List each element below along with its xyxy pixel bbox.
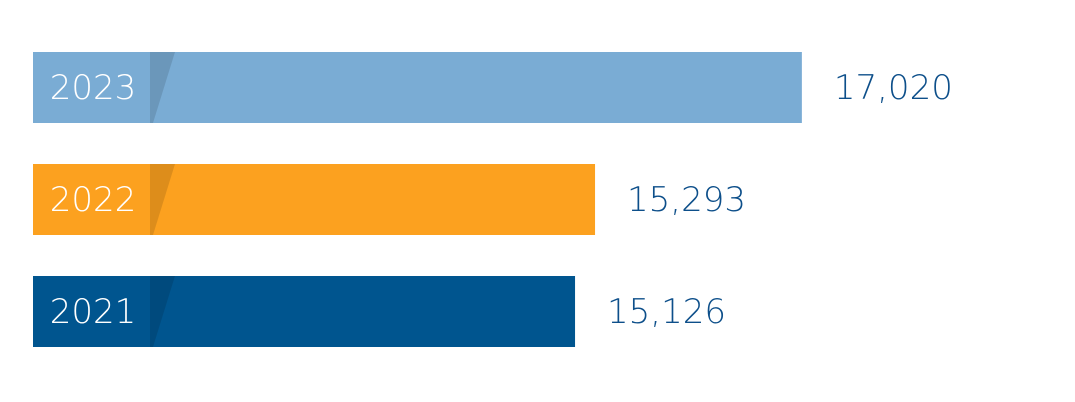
category-label: 2023: [50, 68, 137, 108]
bar: [33, 52, 802, 123]
value-label: 15,293: [627, 180, 746, 220]
value-label: 15,126: [607, 292, 726, 332]
bar-shade: [150, 276, 175, 347]
bar-shade: [150, 164, 175, 235]
bar: [33, 276, 576, 347]
bar-shade: [150, 52, 175, 123]
category-label: 2022: [50, 180, 137, 220]
category-label: 2021: [50, 292, 137, 332]
value-label: 17,020: [834, 68, 953, 108]
bar: [33, 164, 596, 235]
